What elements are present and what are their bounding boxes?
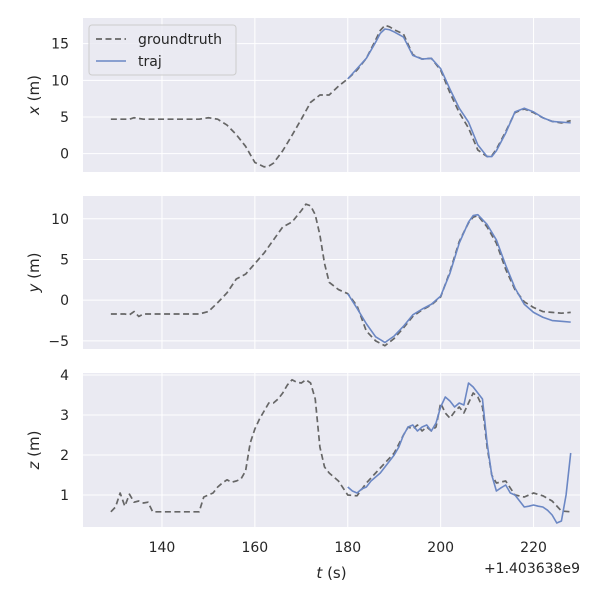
series-traj-line bbox=[347, 382, 572, 524]
x-offset-text: +1.403638e9 bbox=[484, 561, 580, 577]
y-tick-label: 0 bbox=[60, 293, 69, 309]
y-axis-label-unit: (m) bbox=[25, 75, 43, 106]
x-tick-label: 140 bbox=[149, 540, 176, 556]
y-axis-label-unit: (m) bbox=[25, 253, 43, 284]
y-tick-label: 3 bbox=[60, 408, 69, 424]
y-axis-label-unit: (m) bbox=[25, 431, 43, 462]
y-tick-label: 2 bbox=[60, 448, 69, 464]
series-traj-line bbox=[347, 213, 571, 344]
x-axis-label: t (s) bbox=[316, 564, 346, 582]
y-tick-label: 1 bbox=[60, 488, 69, 504]
y-tick-label: 15 bbox=[51, 37, 69, 53]
x-tick-label: 160 bbox=[241, 540, 268, 556]
x-axis-label-unit: (s) bbox=[322, 564, 346, 582]
x-axis-label-var: t bbox=[316, 564, 323, 582]
x-tick-label: 200 bbox=[427, 540, 454, 556]
legend: groundtruth traj bbox=[88, 24, 237, 76]
panel-y: −5 0 5 10 y (m) bbox=[25, 196, 580, 350]
y-axis-label-var: x bbox=[25, 106, 43, 116]
series-groundtruth-line bbox=[110, 203, 571, 347]
y-axis-label-var: y bbox=[25, 282, 43, 293]
y-tick-label: 0 bbox=[60, 147, 69, 163]
x-tick-label: 220 bbox=[520, 540, 547, 556]
y-tick-label: 4 bbox=[60, 368, 69, 384]
y-axis-label: y (m) bbox=[25, 253, 43, 294]
series-groundtruth-line bbox=[110, 378, 571, 513]
panel-x: 0 5 10 15 x (m) bbox=[25, 18, 580, 172]
y-axis-label: x (m) bbox=[25, 75, 43, 116]
y-tick-label: 10 bbox=[51, 212, 69, 228]
legend-label-traj: traj bbox=[138, 54, 162, 70]
y-tick-label: −5 bbox=[48, 334, 69, 350]
y-tick-label: 5 bbox=[60, 110, 69, 126]
plot-area bbox=[83, 373, 580, 527]
y-axis-label: z (m) bbox=[25, 431, 43, 471]
y-tick-label: 10 bbox=[51, 73, 69, 89]
legend-box bbox=[88, 24, 237, 76]
legend-label-groundtruth: groundtruth bbox=[138, 32, 222, 48]
panel-z: 1 2 3 4 z (m) bbox=[25, 368, 580, 527]
x-tick-label: 180 bbox=[334, 540, 361, 556]
series-traj-line bbox=[347, 28, 571, 158]
y-tick-label: 5 bbox=[60, 252, 69, 268]
y-axis-label-var: z bbox=[25, 460, 43, 470]
plot-area bbox=[83, 196, 580, 349]
